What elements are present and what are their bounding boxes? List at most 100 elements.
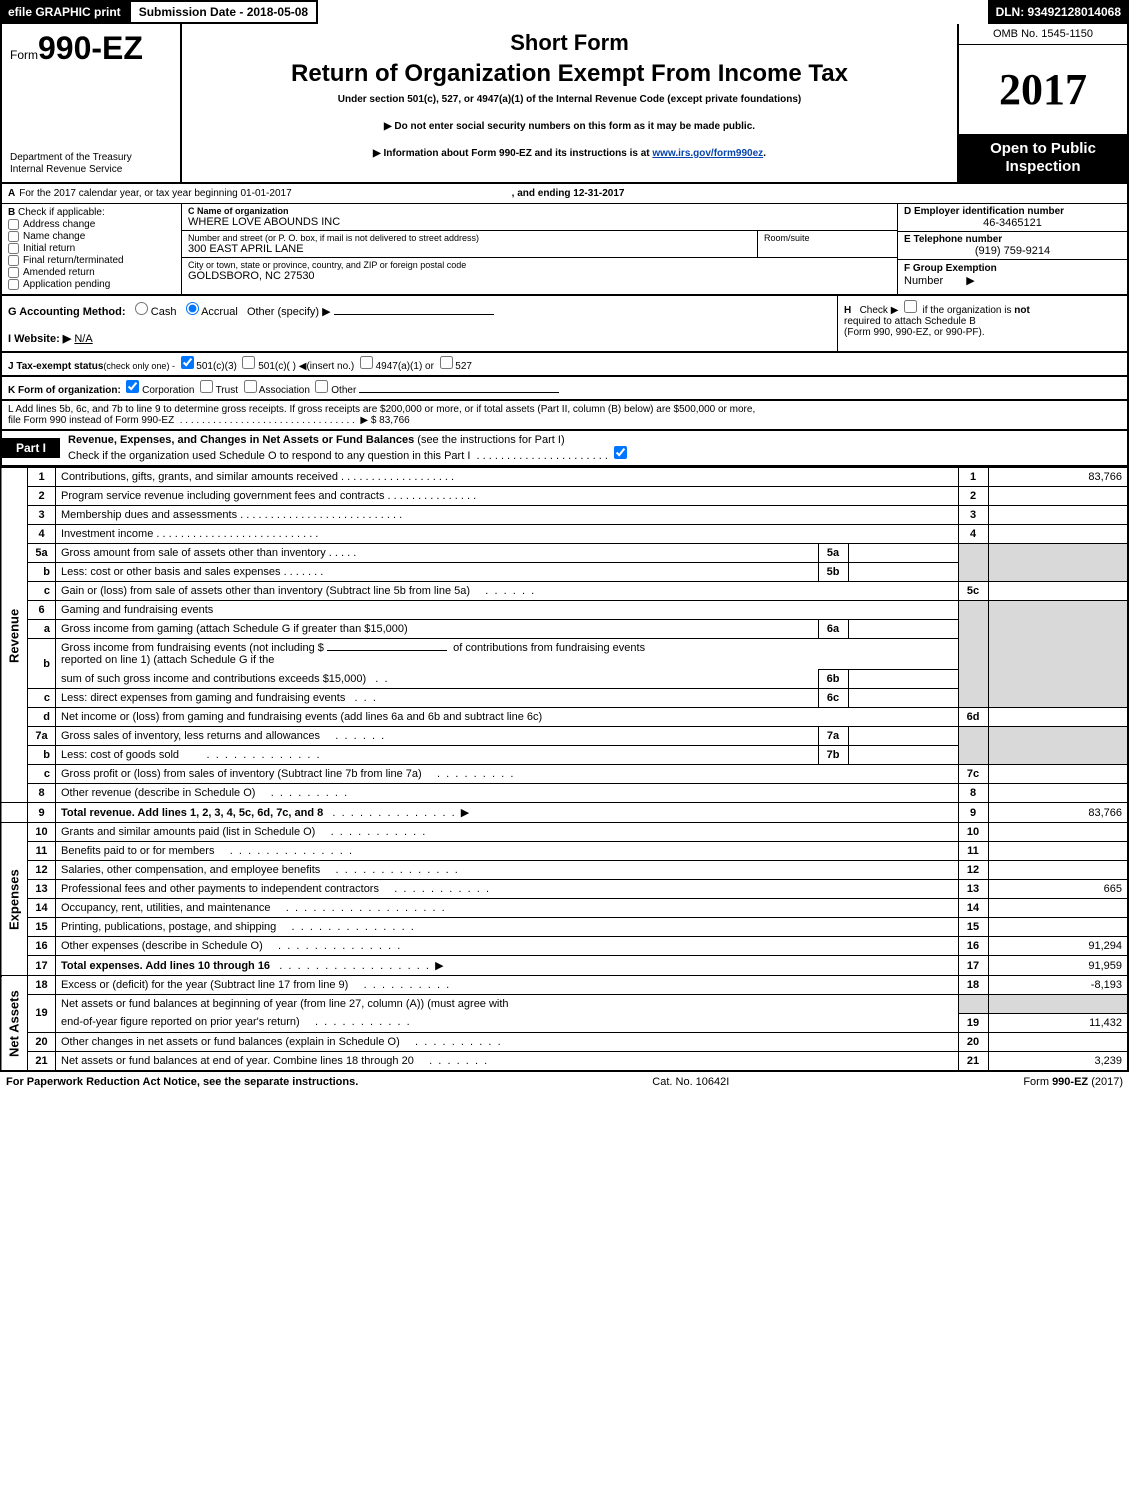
j-label: J Tax-exempt status (8, 361, 103, 372)
ln-11-desc: Benefits paid to or for members . . . . … (56, 842, 959, 861)
ln-10-desc: Grants and similar amounts paid (list in… (56, 823, 959, 842)
ln-6d-desc: Net income or (loss) from gaming and fun… (56, 708, 959, 727)
ln-20-num: 20 (958, 1032, 988, 1051)
check-amended-return[interactable]: Amended return (8, 267, 175, 278)
paperwork-notice: For Paperwork Reduction Act Notice, see … (6, 1076, 358, 1088)
ln-4-no: 4 (28, 525, 56, 544)
ln-5b-desc: Less: cost or other basis and sales expe… (56, 563, 819, 582)
check-name-change[interactable]: Name change (8, 231, 175, 242)
ln-18-desc: Excess or (deficit) for the year (Subtra… (56, 976, 959, 995)
instructions-link[interactable]: www.irs.gov/form990ez (652, 148, 763, 159)
ln-6b-desc4: sum of such gross income and contributio… (56, 670, 819, 689)
page-footer: For Paperwork Reduction Act Notice, see … (0, 1072, 1129, 1092)
ln-14-num: 14 (958, 899, 988, 918)
checkbox-other[interactable] (315, 380, 328, 393)
b-column: B Check if applicable: Address change Na… (2, 204, 182, 294)
ln-7c-val (988, 765, 1128, 784)
submission-date: Submission Date - 2018-05-08 (129, 0, 318, 24)
ln-21-no: 21 (28, 1051, 56, 1071)
ln-10-no: 10 (28, 823, 56, 842)
ln-6b-desc3: reported on line 1) (attach Schedule G i… (61, 654, 274, 666)
table-row: 4 Investment income . . . . . . . . . . … (1, 525, 1128, 544)
ln-6b-no: b (28, 639, 56, 689)
k-assoc: Association (259, 385, 310, 396)
radio-accrual[interactable] (186, 302, 199, 315)
ln-8-desc: Other revenue (describe in Schedule O) .… (56, 784, 959, 803)
table-row: 13 Professional fees and other payments … (1, 880, 1128, 899)
checkbox-application-pending[interactable] (8, 279, 19, 290)
j-opt4: 527 (455, 361, 472, 372)
ln-6a-no: a (28, 620, 56, 639)
checkbox-schedule-o[interactable] (614, 446, 627, 459)
ein: 46-3465121 (904, 217, 1121, 229)
ln-20-val (988, 1032, 1128, 1051)
ln-5c-val (988, 582, 1128, 601)
radio-cash[interactable] (135, 302, 148, 315)
ln-6c-no: c (28, 689, 56, 708)
h-text1: Check ▶ (860, 305, 899, 316)
checkbox-name-change[interactable] (8, 231, 19, 242)
checkbox-501c[interactable] (242, 356, 255, 369)
e-row: E Telephone number (919) 759-9214 (898, 232, 1127, 260)
checkbox-association[interactable] (244, 380, 257, 393)
checkbox-final-return[interactable] (8, 255, 19, 266)
short-form-title: Short Form (510, 30, 629, 56)
other-specify-input[interactable] (334, 314, 494, 315)
k-label: K Form of organization: (8, 385, 121, 396)
checkbox-amended-return[interactable] (8, 267, 19, 278)
check-initial-return[interactable]: Initial return (8, 243, 175, 254)
k-trust: Trust (216, 385, 238, 396)
ln-12-desc: Salaries, other compensation, and employ… (56, 861, 959, 880)
table-row: 21 Net assets or fund balances at end of… (1, 1051, 1128, 1071)
ln-11-num: 11 (958, 842, 988, 861)
header-mid: Short Form Return of Organization Exempt… (182, 24, 957, 182)
part1-checkline: Check if the organization used Schedule … (68, 450, 470, 462)
ln-6-no: 6 (28, 601, 56, 620)
checkbox-address-change[interactable] (8, 219, 19, 230)
checkbox-527[interactable] (440, 356, 453, 369)
ln-18-no: 18 (28, 976, 56, 995)
ln-18-num: 18 (958, 976, 988, 995)
check-final-return[interactable]: Final return/terminated (8, 255, 175, 266)
dept-line1: Department of the Treasury (10, 152, 172, 164)
part1-desc: Revenue, Expenses, and Changes in Net As… (60, 431, 635, 465)
ln-2-val (988, 487, 1128, 506)
ln-12-no: 12 (28, 861, 56, 880)
checkbox-corporation[interactable] (126, 380, 139, 393)
j-opt2: 501(c)( ) ◀(insert no.) (258, 361, 354, 372)
open-to-public: Open to Public Inspection (959, 134, 1127, 182)
ln-6c-sub: 6c (818, 689, 848, 708)
k-other-input[interactable] (359, 392, 559, 393)
ln-21-num: 21 (958, 1051, 988, 1071)
ln-16-desc: Other expenses (describe in Schedule O) … (56, 937, 959, 956)
check-label: Name change (23, 231, 85, 242)
ln-7b-no: b (28, 746, 56, 765)
a-ending: , and ending 12-31-2017 (512, 188, 625, 199)
checkbox-h[interactable] (904, 300, 917, 313)
table-row: 7a Gross sales of inventory, less return… (1, 727, 1128, 746)
c-city-row: City or town, state or province, country… (182, 258, 897, 294)
ln-7a-subval (848, 727, 958, 746)
checkbox-501c3[interactable] (181, 356, 194, 369)
ln-7c-num: 7c (958, 765, 988, 784)
ln-2-no: 2 (28, 487, 56, 506)
check-application-pending[interactable]: Application pending (8, 279, 175, 290)
checkbox-trust[interactable] (200, 380, 213, 393)
checkbox-initial-return[interactable] (8, 243, 19, 254)
header-left: Form990-EZ Department of the Treasury In… (2, 24, 182, 182)
spacer (318, 0, 987, 24)
ln-16-num: 16 (958, 937, 988, 956)
shade-6v (988, 601, 1128, 708)
fundraising-amount-input[interactable] (327, 650, 447, 651)
side-netassets: Net Assets (1, 976, 28, 1071)
ln-13-val: 665 (988, 880, 1128, 899)
ln-9-no: 9 (28, 803, 56, 823)
checkbox-4947[interactable] (360, 356, 373, 369)
ln-4-val (988, 525, 1128, 544)
header-right: OMB No. 1545-1150 2017 Open to Public In… (957, 24, 1127, 182)
ln-9-val: 83,766 (988, 803, 1128, 823)
bullet2-pre: ▶ Information about Form 990-EZ and its … (373, 148, 652, 159)
ln-20-no: 20 (28, 1032, 56, 1051)
ln-3-num: 3 (958, 506, 988, 525)
check-address-change[interactable]: Address change (8, 219, 175, 230)
